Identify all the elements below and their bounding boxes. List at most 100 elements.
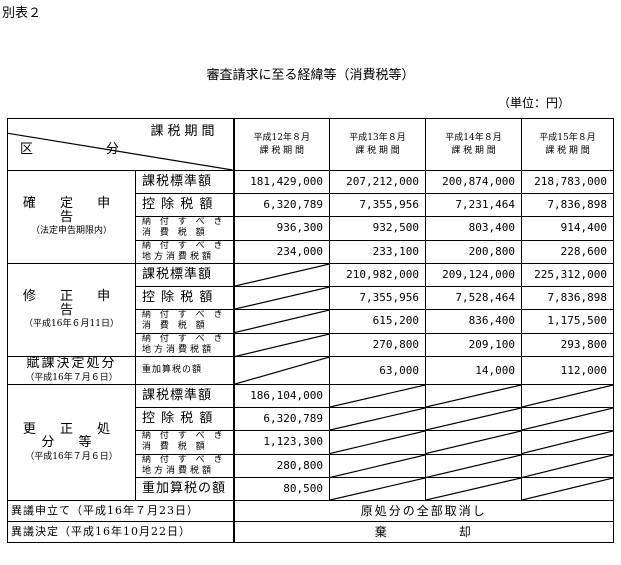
value-cell: 615,200 [329, 309, 426, 334]
value-cell [329, 453, 426, 478]
section-name: 更 正 処 分 等 [22, 421, 121, 451]
period-label: 課 税 期 間 [451, 145, 496, 156]
empty-cell-diagonal [330, 455, 425, 478]
period-year: 平成14年８月 [445, 133, 502, 144]
corner-diagonal-line [8, 119, 233, 170]
row-label: 課税標準額 [135, 384, 234, 408]
document-title: 審査請求に至る経緯等（消費税等） [206, 68, 415, 83]
period-label: 課 税 期 間 [259, 145, 305, 156]
table-row: 確 定 申 告（法定申告期限内） 課税標準額 181,429,000 207,212,… [7, 170, 614, 264]
empty-cell-diagonal [426, 478, 521, 500]
row-label: 控 除 税 額 [135, 193, 234, 217]
period-header-2: 平成13年８月課 税 期 間 [329, 118, 426, 171]
value-cell [521, 384, 614, 408]
value-cell: 225,312,000 [521, 263, 614, 287]
value-cell: 228,600 [521, 239, 614, 264]
value-cell [232, 356, 330, 385]
value-cell: 914,400 [521, 216, 614, 241]
value-cell: 210,982,000 [329, 263, 426, 287]
section-cell: 確 定 申 告（法定申告期限内） [7, 170, 136, 264]
value-cell: 270,800 [329, 332, 426, 357]
value-cell: 803,400 [425, 216, 522, 241]
value-cell: 200,800 [425, 239, 522, 264]
row-label-line: 納 付 す べ き [142, 217, 226, 227]
value-cell [425, 453, 522, 478]
period-header-3: 平成14年８月課 税 期 間 [425, 118, 522, 171]
value-cell: 7,355,956 [329, 193, 426, 217]
row-label-line: 消 費 税 額 [142, 321, 208, 332]
empty-cell-diagonal [522, 478, 613, 500]
value-cell: 218,783,000 [521, 170, 614, 194]
empty-cell-diagonal [522, 408, 613, 430]
corner-category-label: 区 分 [20, 142, 150, 157]
outcome-value: 棄 却 [232, 521, 614, 543]
value-cell [329, 477, 426, 501]
period-header-4: 平成15年８月課 税 期 間 [521, 118, 614, 171]
empty-cell-diagonal [522, 431, 613, 454]
empty-cell-diagonal [426, 408, 521, 430]
document-label: 別表２ [2, 6, 42, 21]
value-cell [232, 263, 330, 287]
empty-cell-diagonal [522, 385, 613, 407]
value-cell [521, 453, 614, 478]
value-cell [329, 384, 426, 408]
row-label: 納 付 す べ き消 費 税 額 [135, 309, 234, 334]
row-label-line: 納 付 す べ き [142, 431, 226, 441]
value-cell [329, 430, 426, 455]
table-row: 納 付 す べ き消 費 税 額 1,123,300 [8, 430, 614, 455]
value-cell: 1,175,500 [521, 309, 614, 334]
value-cell: 932,500 [329, 216, 426, 241]
row-label-line: 控 除 税 額 [142, 290, 214, 306]
value-cell [521, 430, 614, 455]
row-label: 納 付 す べ き地方消費税額 [135, 453, 234, 478]
row-label-line: 納 付 す べ き [142, 240, 226, 251]
section-name: 修 正 申 告 [22, 289, 121, 318]
section-date: （平成16年７月６日） [25, 451, 118, 462]
section-date: （法定申告期限内） [30, 226, 112, 237]
section-name: 賦課決定処分 [26, 356, 117, 372]
value-cell: 234,000 [232, 239, 330, 264]
empty-cell-diagonal [522, 455, 613, 478]
value-cell: 7,231,464 [425, 193, 522, 217]
row-label: 控 除 税 額 [135, 286, 234, 310]
header-row: 課税期間区 分平成12年８月課 税 期 間平成13年８月課 税 期 間平成14年… [7, 118, 614, 171]
value-cell: 6,320,789 [232, 407, 330, 431]
row-label-line: 地方消費税額 [142, 251, 215, 262]
value-cell: 936,300 [232, 216, 330, 241]
section-cell: 賦課決定処分 （平成16年７月６日） [7, 356, 136, 385]
value-cell: 1,123,300 [232, 430, 330, 455]
row-label-line: 控 除 税 額 [142, 197, 214, 213]
value-cell: 7,528,464 [425, 286, 522, 310]
value-cell: 7,836,898 [521, 193, 614, 217]
value-cell: 209,124,000 [425, 263, 522, 287]
row-label-line: 課税標準額 [142, 174, 213, 190]
value-cell: 209,100 [425, 332, 522, 357]
period-label: 課 税 期 間 [545, 145, 590, 156]
value-cell [425, 384, 522, 408]
empty-cell-diagonal [426, 431, 521, 454]
value-cell [232, 286, 330, 310]
value-cell: 181,429,000 [232, 170, 330, 194]
row-label-line: 消 費 税 額 [142, 228, 208, 239]
row-label: 課税標準額 [135, 170, 234, 194]
empty-cell-diagonal [235, 357, 330, 384]
row-label: 納 付 す べ き地方消費税額 [135, 332, 234, 357]
empty-cell-diagonal [235, 264, 330, 286]
row-label-line: 課税標準額 [142, 388, 213, 404]
row-label-line: 課税標準額 [142, 267, 213, 283]
value-cell: 836,400 [425, 309, 522, 334]
row-label-line: 地方消費税額 [142, 465, 215, 476]
row-label: 重加算税の額 [135, 477, 234, 501]
corner-header-cell: 課税期間区 分 [7, 118, 234, 171]
empty-cell-diagonal [235, 310, 330, 333]
row-label: 控 除 税 額 [135, 407, 234, 431]
outcome-label: 異議申立て（平成16年７月23日） [7, 500, 234, 522]
value-cell: 112,000 [521, 356, 614, 385]
empty-cell-diagonal [426, 385, 521, 407]
row-label-line: 重加算税の額 [142, 364, 203, 375]
value-cell: 80,500 [232, 477, 330, 501]
empty-cell-diagonal [235, 287, 330, 309]
value-cell [425, 477, 522, 501]
outcome-value: 原処分の全部取消し [232, 500, 614, 522]
corner-period-label: 課税期間 [150, 124, 219, 139]
